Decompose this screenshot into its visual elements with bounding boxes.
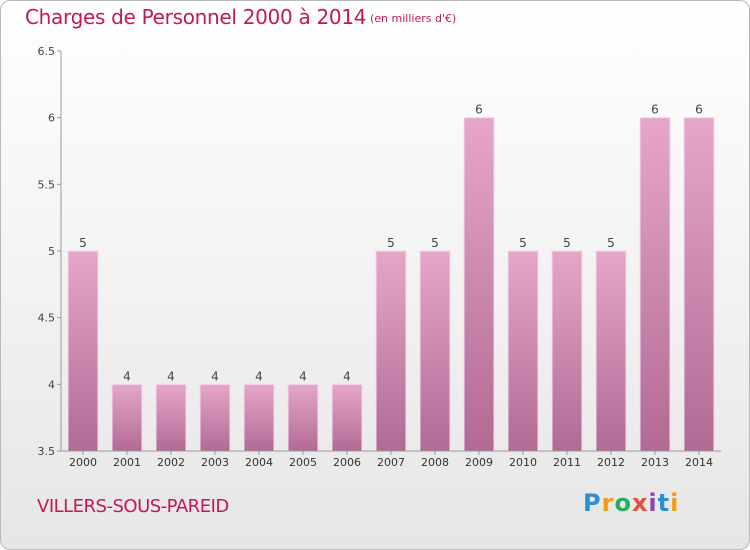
bar xyxy=(331,383,363,452)
bar-value-label: 5 xyxy=(519,236,527,250)
x-tick-label: 2006 xyxy=(333,456,361,469)
x-tick-label: 2003 xyxy=(201,456,229,469)
x-axis: 2000 2001 2002 2003 2004 2005 2006 2007 2008 2009… xyxy=(61,450,721,469)
bar xyxy=(683,117,715,452)
bar xyxy=(243,383,275,452)
bar-value-label: 6 xyxy=(651,103,659,117)
y-tick-label: 6.5 xyxy=(38,45,56,58)
bar xyxy=(111,383,143,452)
bar xyxy=(287,383,319,452)
logo-letter: o xyxy=(614,489,632,517)
bar xyxy=(639,117,671,452)
x-tick-label: 2007 xyxy=(377,456,405,469)
logo-letter: r xyxy=(601,489,615,517)
bar xyxy=(507,250,539,452)
bar-value-label: 4 xyxy=(299,369,307,383)
bar-value-label: 5 xyxy=(79,236,87,250)
y-axis: 3.5 4 4.5 5 5.5 6 6.5 xyxy=(38,45,62,458)
x-tick-label: 2008 xyxy=(421,456,449,469)
x-tick-label: 2011 xyxy=(553,456,581,469)
y-tick-label: 5.5 xyxy=(38,178,56,191)
bar xyxy=(595,250,627,452)
bar xyxy=(67,250,99,452)
bar-value-label: 5 xyxy=(387,236,395,250)
bar-value-label: 4 xyxy=(211,369,219,383)
y-tick-label: 3.5 xyxy=(38,445,56,458)
x-tick-label: 2005 xyxy=(289,456,317,469)
bar xyxy=(551,250,583,452)
x-tick-label: 2009 xyxy=(465,456,493,469)
y-tick-label: 4.5 xyxy=(38,312,56,325)
chart-unit: (en milliers d'€) xyxy=(370,12,457,25)
logo-letter: P xyxy=(583,489,602,517)
bar-value-label: 4 xyxy=(123,369,131,383)
y-tick-label: 5 xyxy=(48,245,55,258)
bar xyxy=(375,250,407,452)
bar-value-label: 6 xyxy=(475,103,483,117)
x-tick-label: 2010 xyxy=(509,456,537,469)
chart-title: Charges de Personnel 2000 à 2014 xyxy=(25,5,367,29)
logo-letter: t xyxy=(657,489,671,517)
bar-value-label: 4 xyxy=(167,369,175,383)
x-tick-label: 2004 xyxy=(245,456,273,469)
logo-letter: i xyxy=(670,489,680,517)
bar-value-label: 5 xyxy=(431,236,439,250)
bar xyxy=(463,117,495,452)
bar xyxy=(419,250,451,452)
logo-letter: x xyxy=(631,489,649,517)
x-tick-label: 2002 xyxy=(157,456,185,469)
y-tick-label: 6 xyxy=(48,112,55,125)
bar-value-label: 5 xyxy=(563,236,571,250)
bar xyxy=(155,383,187,452)
bar-value-label: 4 xyxy=(343,369,351,383)
x-tick-label: 2014 xyxy=(685,456,713,469)
y-tick-label: 4 xyxy=(48,378,55,391)
bar-value-label: 5 xyxy=(607,236,615,250)
x-tick-label: 2001 xyxy=(113,456,141,469)
town-name: VILLERS-SOUS-PAREID xyxy=(37,496,229,517)
bars-group: 5 4 4 4 4 4 4 5 5 6 5 5 5 6 6 xyxy=(67,103,715,452)
bar-value-label: 4 xyxy=(255,369,263,383)
x-tick-label: 2012 xyxy=(597,456,625,469)
x-tick-label: 2013 xyxy=(641,456,669,469)
bar xyxy=(199,383,231,452)
logo-letter: i xyxy=(648,489,658,517)
x-tick-label: 2000 xyxy=(69,456,97,469)
proxiti-logo[interactable]: Proxiti xyxy=(583,489,679,517)
bar-value-label: 6 xyxy=(695,103,703,117)
